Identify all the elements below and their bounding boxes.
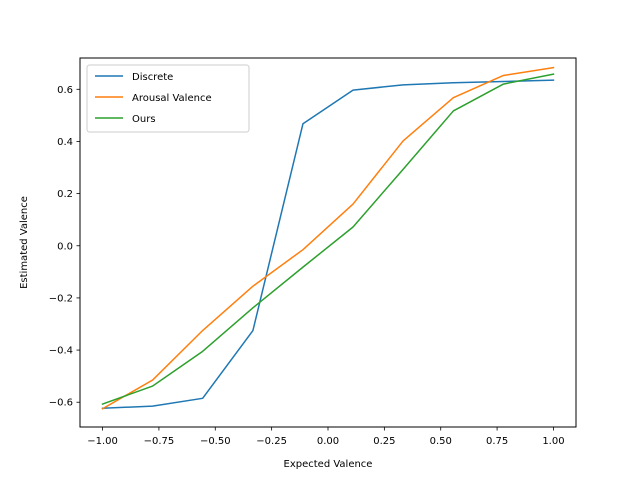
x-axis-label: Expected Valence [284,459,373,470]
y-tick-label: 0.6 [57,85,73,96]
legend-label-2: Ours [132,114,156,125]
x-tick-label: 0.75 [486,436,508,447]
y-tick-label: −0.6 [49,398,73,409]
series-line-1 [101,66,555,410]
y-tick-label: −0.4 [49,346,73,357]
plot-lines [101,66,555,410]
x-tick-label: 0.50 [430,436,452,447]
series-line-2 [101,73,555,406]
legend-box [86,64,250,133]
x-tick-label: −0.25 [256,436,287,447]
y-tick-label: −0.2 [49,293,73,304]
legend: Discrete Arousal Valence Ours [86,64,250,133]
legend-label-0: Discrete [132,72,173,83]
x-tick-label: 1.00 [542,436,564,447]
x-tick-label: −0.75 [144,436,175,447]
y-axis-label: Estimated Valence [19,196,30,289]
x-tick-label: 0.00 [317,436,339,447]
y-tick-label: 0.0 [57,241,73,252]
x-tick-label: −0.50 [200,436,231,447]
legend-label-1: Arousal Valence [132,93,212,104]
y-tick-label: 0.2 [57,189,73,200]
y-axis-ticks: −0.6 −0.4 −0.2 0.0 0.2 0.4 0.6 [49,85,80,409]
x-axis-ticks: −1.00 −0.75 −0.50 −0.25 0.00 0.25 0.50 0.75 1.00 [87,427,565,447]
x-tick-label: −1.00 [87,436,118,447]
x-tick-label: 0.25 [373,436,395,447]
y-tick-label: 0.4 [57,137,73,148]
series-line-0 [101,79,555,410]
